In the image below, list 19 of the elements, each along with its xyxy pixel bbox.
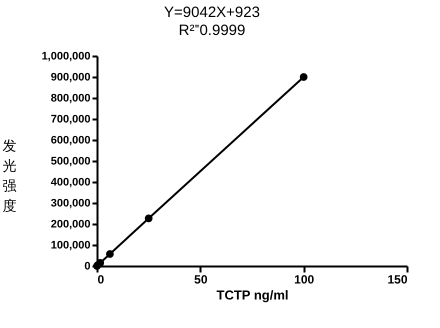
x-tick-label: 0 [98, 272, 104, 286]
y-tick-label: 400,000 [50, 176, 90, 188]
y-tick-label: 700,000 [50, 114, 90, 126]
chart-subtitle: R²⁼0.9999 [178, 22, 246, 39]
y-tick-label: 0 [84, 260, 90, 272]
y-tick-label: 200,000 [50, 218, 90, 230]
chart-title: Y=9042X+923 [164, 4, 260, 21]
y-tick-label: 100,000 [50, 240, 90, 252]
y-tick-label: 300,000 [50, 198, 90, 210]
y-tick-label: 600,000 [50, 134, 90, 146]
y-tick-label: 500,000 [50, 156, 90, 168]
y-tick-label: 900,000 [50, 72, 90, 84]
x-axis-title: TCTP ng/ml [216, 288, 288, 302]
y-axis-title: 发光强度 [2, 138, 16, 214]
y-tick-label: 1,000,000 [42, 50, 90, 62]
x-tick-label: 50 [194, 272, 208, 286]
x-tick-label: 150 [387, 272, 408, 286]
y-tick-label: 800,000 [50, 92, 90, 104]
x-tick-label: 100 [294, 272, 314, 286]
